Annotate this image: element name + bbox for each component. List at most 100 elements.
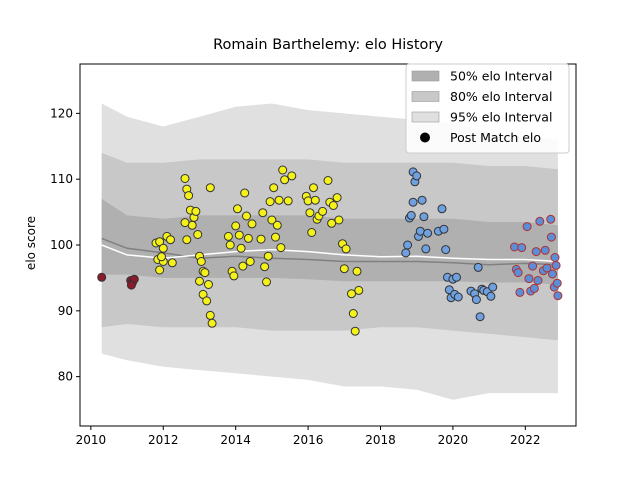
data-point — [339, 264, 349, 274]
x-tick-label: 2018 — [365, 433, 396, 447]
y-tick-label: 90 — [58, 304, 73, 318]
data-point — [195, 276, 204, 286]
data-point — [550, 253, 560, 262]
y-axis-label: elo score — [24, 216, 38, 270]
data-point — [334, 215, 344, 225]
series-3 — [510, 214, 563, 301]
data-point — [256, 234, 266, 244]
y-tick-label: 100 — [50, 238, 73, 252]
legend-swatch — [411, 91, 440, 102]
mean-line — [101, 244, 558, 263]
series-2 — [401, 167, 498, 322]
data-point — [318, 206, 328, 216]
data-point — [417, 195, 427, 205]
data-point — [240, 188, 250, 198]
data-point — [546, 214, 556, 224]
data-point — [184, 191, 194, 201]
data-point — [262, 277, 271, 287]
data-point — [524, 274, 534, 284]
data-point — [258, 208, 268, 218]
data-point — [155, 265, 165, 275]
data-point — [263, 251, 273, 261]
x-tick-label: 2016 — [293, 433, 324, 447]
data-point — [157, 252, 166, 262]
data-point — [260, 262, 270, 272]
data-point — [223, 231, 233, 241]
data-point — [475, 312, 485, 322]
data-point — [551, 260, 561, 270]
data-point — [180, 174, 190, 183]
legend-label: 80% elo Interval — [450, 89, 552, 104]
data-point — [515, 287, 525, 297]
data-point — [542, 263, 552, 273]
data-point — [529, 283, 539, 293]
data-point — [269, 183, 279, 193]
x-tick-label: 2022 — [510, 433, 541, 447]
chart-title: Romain Barthelemy: elo History — [213, 37, 443, 53]
data-point — [191, 206, 201, 216]
data-point — [553, 291, 563, 301]
y-tick-label: 110 — [50, 172, 73, 186]
series-1 — [151, 165, 364, 336]
data-point — [233, 204, 242, 214]
data-point — [328, 201, 338, 210]
data-point — [354, 285, 364, 295]
data-point — [305, 208, 315, 218]
data-point — [278, 165, 288, 175]
axes: 2010 2012 2014 2016 2018 2020 2022 80 90 100 110 12… — [50, 63, 577, 447]
data-point — [166, 235, 175, 245]
legend-label: Post Match elo — [450, 130, 541, 145]
data-point — [406, 210, 416, 220]
data-point — [280, 175, 290, 185]
data-point — [421, 244, 431, 254]
data-point — [533, 276, 543, 285]
legend-label: 50% elo Interval — [450, 69, 552, 84]
legend-swatch — [411, 111, 440, 123]
data-point — [488, 282, 498, 292]
data-point — [207, 318, 217, 328]
data-point — [522, 222, 532, 232]
data-point — [225, 240, 235, 250]
data-point — [236, 243, 246, 253]
data-point — [126, 280, 136, 290]
data-point — [327, 218, 337, 228]
data-point — [352, 266, 362, 276]
data-point — [408, 197, 418, 207]
data-point — [229, 271, 239, 281]
data-point — [234, 230, 244, 240]
data-point — [517, 243, 527, 253]
data-point — [158, 243, 168, 253]
data-point — [276, 243, 286, 253]
data-point — [540, 245, 550, 255]
data-point — [423, 228, 433, 238]
data-point — [473, 262, 483, 272]
data-point — [310, 195, 320, 205]
data-point — [441, 245, 451, 255]
data-point — [205, 310, 215, 320]
series-0 — [97, 272, 139, 290]
data-point — [307, 228, 317, 237]
data-point — [453, 292, 463, 302]
data-point — [97, 272, 107, 282]
data-point — [332, 193, 342, 203]
median-line — [101, 237, 558, 266]
data-point — [272, 220, 282, 230]
legend-box — [405, 63, 570, 154]
data-point — [238, 261, 248, 271]
data-point — [245, 257, 255, 266]
legend: 50% elo Interval 80% elo Interval 95% elo … — [405, 63, 570, 154]
data-point — [309, 183, 318, 193]
data-point — [513, 268, 523, 278]
data-point — [274, 195, 284, 205]
data-point — [348, 309, 358, 318]
x-tick-label: 2010 — [76, 433, 107, 447]
data-point — [180, 218, 190, 228]
data-point — [486, 291, 496, 301]
data-point — [415, 226, 425, 236]
data-point — [552, 278, 562, 288]
data-point — [341, 244, 351, 254]
data-point — [167, 258, 177, 268]
data-point — [265, 197, 275, 207]
data-point — [419, 212, 429, 222]
